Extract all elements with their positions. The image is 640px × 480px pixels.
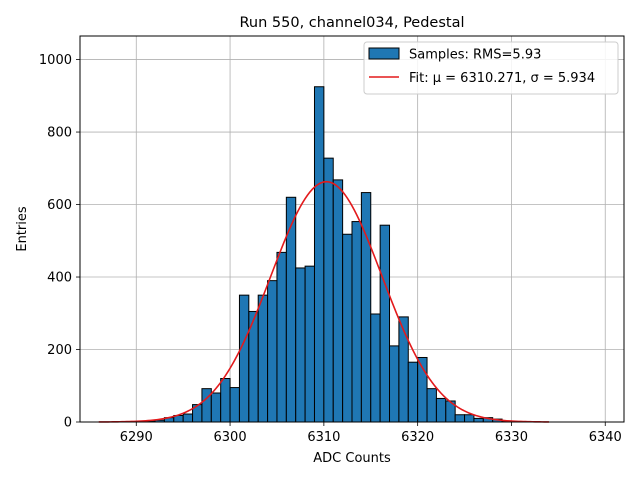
y-tick-label: 200 bbox=[47, 343, 72, 358]
histogram-bar bbox=[295, 267, 306, 423]
histogram-bar bbox=[389, 345, 400, 423]
x-tick-label: 6320 bbox=[401, 430, 434, 445]
legend-box bbox=[363, 41, 619, 95]
histogram-bar bbox=[229, 387, 240, 423]
histogram-bars bbox=[135, 86, 512, 423]
legend-samples-swatch bbox=[368, 47, 400, 60]
fit-curve bbox=[98, 180, 549, 423]
histogram-bar bbox=[257, 294, 269, 423]
fit-curve-group bbox=[98, 180, 549, 423]
histogram-bar bbox=[182, 413, 194, 423]
x-tick-label: 6300 bbox=[214, 430, 247, 445]
histogram-bar bbox=[370, 313, 381, 423]
histogram-bar bbox=[285, 196, 297, 423]
legend-samples-label: Samples: RMS=5.93 bbox=[409, 48, 541, 63]
x-axis-label: ADC Counts bbox=[313, 451, 391, 466]
y-axis: 0 200 400 600 800 1000 bbox=[39, 53, 80, 431]
histogram-bar bbox=[464, 414, 475, 423]
y-axis-label: Entries bbox=[15, 206, 30, 252]
histogram-bar bbox=[407, 361, 419, 423]
histogram-bar bbox=[342, 233, 353, 423]
histogram-bar bbox=[379, 224, 391, 423]
histogram-bar bbox=[351, 221, 362, 423]
histogram-bar bbox=[238, 294, 250, 423]
histogram-bar bbox=[435, 397, 447, 423]
legend: Samples: RMS=5.93 Fit: μ = 6310.271, σ =… bbox=[363, 41, 619, 95]
plot-frame bbox=[79, 35, 625, 423]
y-tick-label: 600 bbox=[47, 198, 72, 213]
histogram-bar bbox=[210, 392, 222, 423]
histogram-bar bbox=[323, 157, 334, 423]
histogram-bar bbox=[426, 388, 437, 423]
x-tick-label: 6290 bbox=[120, 430, 153, 445]
x-tick-label: 6340 bbox=[589, 430, 622, 445]
histogram-bar bbox=[398, 316, 409, 423]
y-tick-label: 400 bbox=[47, 271, 72, 286]
histogram-bar bbox=[473, 417, 484, 423]
histogram-bar bbox=[201, 388, 212, 423]
histogram-bar bbox=[304, 265, 315, 423]
chart-title: Run 550, channel034, Pedestal bbox=[239, 15, 464, 31]
x-axis: 6290 6300 6310 6320 6330 6340 bbox=[120, 422, 622, 445]
histogram-bar bbox=[454, 414, 466, 423]
histogram-bar bbox=[313, 86, 325, 423]
legend-fit-label: Fit: μ = 6310.271, σ = 5.934 bbox=[409, 71, 595, 86]
y-tick-label: 800 bbox=[47, 126, 72, 141]
x-tick-label: 6310 bbox=[307, 430, 340, 445]
y-tick-label: 0 bbox=[64, 416, 72, 431]
histogram-bar bbox=[220, 378, 231, 423]
histogram-bar bbox=[276, 251, 287, 423]
histogram-bar bbox=[267, 280, 278, 423]
x-tick-label: 6330 bbox=[495, 430, 528, 445]
y-tick-label: 1000 bbox=[39, 53, 72, 68]
histogram-bar bbox=[332, 179, 344, 423]
